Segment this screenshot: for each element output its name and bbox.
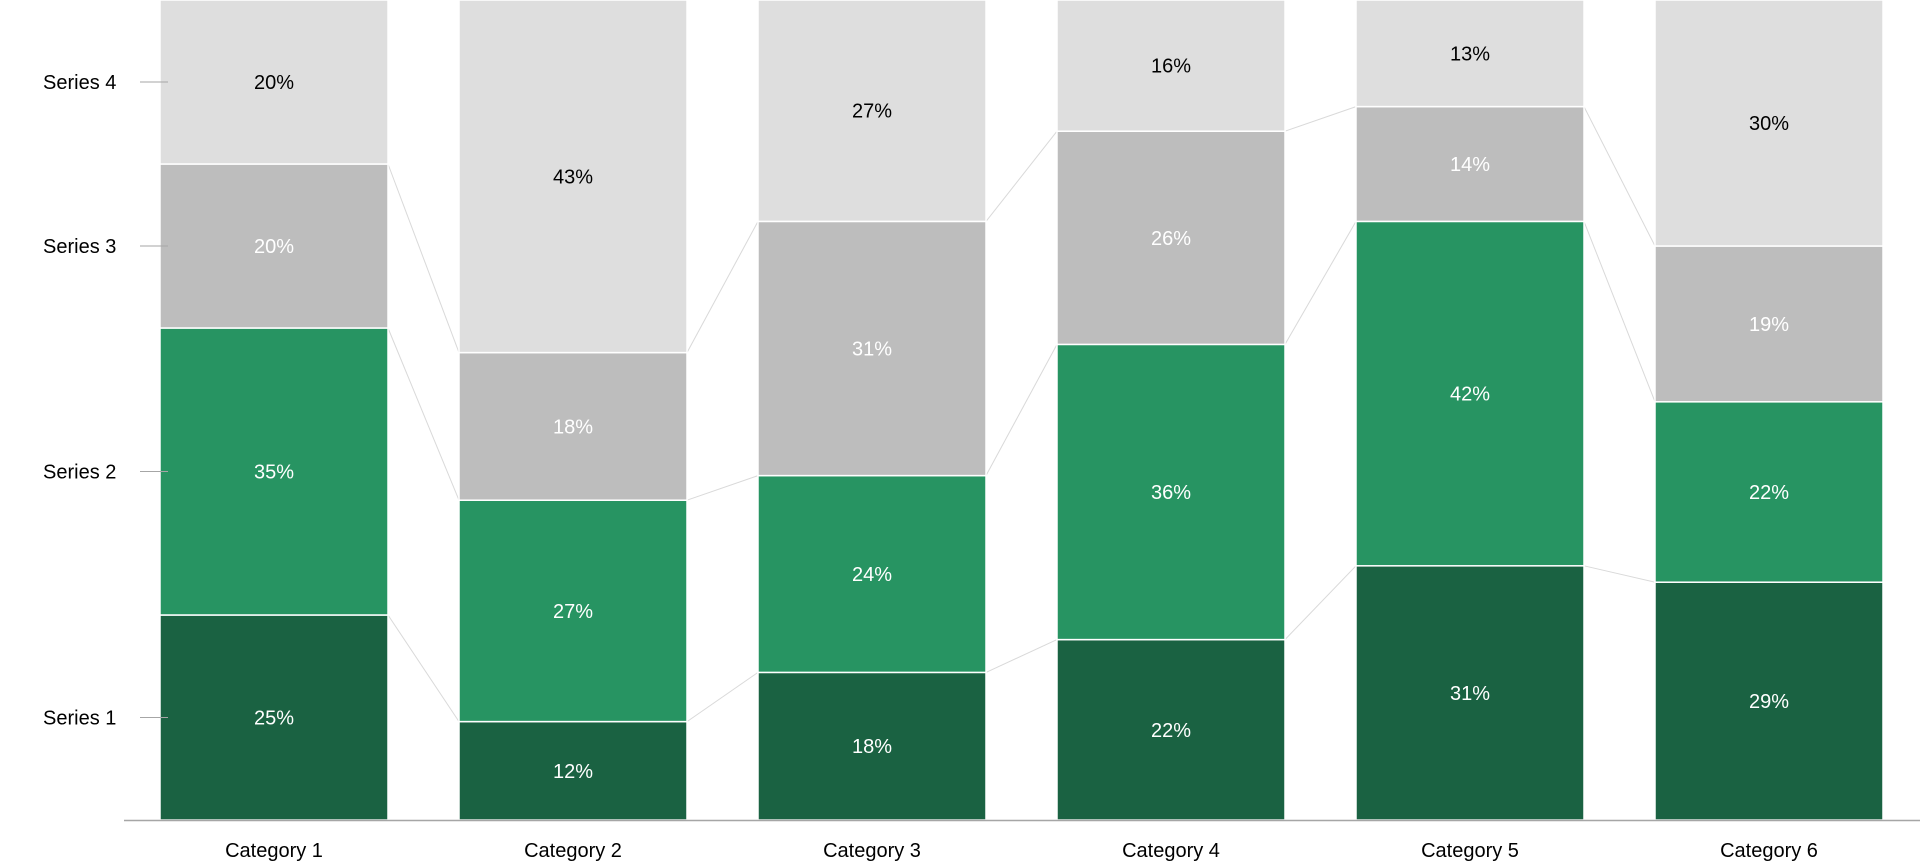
- series-connector-line: [1583, 106, 1656, 247]
- legend-label: Series 1: [43, 708, 116, 730]
- series-connector-line: [985, 639, 1058, 673]
- series-connector-line: [387, 327, 460, 501]
- bar-segment: [159, 327, 389, 616]
- series-connector-lines: [387, 106, 1656, 723]
- data-label: 18%: [553, 416, 593, 438]
- legend-label: Series 3: [43, 236, 116, 258]
- bar-segment: [757, 474, 987, 674]
- bar-segment: [757, 671, 987, 821]
- series-connector-line: [686, 671, 759, 723]
- x-tick-label: Category 2: [524, 840, 622, 862]
- series-connector-line: [686, 475, 759, 501]
- data-label: 31%: [1450, 683, 1490, 705]
- bar-segment: [757, 220, 987, 477]
- data-label: 29%: [1749, 691, 1789, 713]
- bar-segment: [1654, 245, 1884, 403]
- bar-segment: [1056, 130, 1286, 346]
- data-label: 27%: [852, 101, 892, 123]
- bar-segment: [458, 0, 688, 354]
- bar-segments: [159, 0, 1884, 821]
- data-label: 14%: [1450, 154, 1490, 176]
- data-label: 30%: [1749, 113, 1789, 135]
- data-labels: 25% 35% 20% 20% 12% 27% 18% 43% 18% 24% 31% 27% 22% 3…: [254, 43, 1789, 783]
- x-axis: Category 1 Category 2 Category 3 Category 4…: [124, 819, 1920, 862]
- series-connector-line: [985, 344, 1058, 476]
- x-tick-label: Category 6: [1720, 840, 1818, 862]
- bar-segment: [1355, 0, 1585, 108]
- data-label: 20%: [254, 72, 294, 94]
- data-label: 31%: [852, 339, 892, 361]
- data-label: 35%: [254, 462, 294, 484]
- bar-segment: [1355, 105, 1585, 223]
- bar-segment: [458, 499, 688, 723]
- bar-segment: [1355, 220, 1585, 567]
- data-label: 26%: [1151, 228, 1191, 250]
- series-connector-line: [387, 163, 460, 353]
- x-tick-label: Category 4: [1122, 840, 1220, 862]
- data-label: 20%: [254, 236, 294, 258]
- x-tick-label: Category 3: [823, 840, 921, 862]
- series-connector-line: [1583, 565, 1656, 583]
- bar-segment: [458, 720, 688, 821]
- series-connector-line: [1284, 565, 1357, 640]
- bar-segment: [1654, 401, 1884, 583]
- data-label: 18%: [852, 736, 892, 758]
- data-label: 27%: [553, 601, 593, 623]
- data-label: 43%: [553, 166, 593, 188]
- x-tick-label: Category 1: [225, 840, 323, 862]
- series-connector-line: [686, 221, 759, 353]
- bar-segment: [1654, 0, 1884, 247]
- bar-segment: [757, 0, 987, 223]
- series-connector-line: [985, 130, 1058, 222]
- data-label: 22%: [1151, 720, 1191, 742]
- data-label: 24%: [852, 564, 892, 586]
- x-tick-label: Category 5: [1421, 840, 1519, 862]
- bar-segment: [1355, 565, 1585, 821]
- data-label: 42%: [1450, 384, 1490, 406]
- bar-segment: [159, 0, 389, 165]
- bar-segment: [1056, 343, 1286, 641]
- data-label: 19%: [1749, 314, 1789, 336]
- series-connector-line: [1284, 106, 1357, 132]
- series-legend: Series 1 Series 2 Series 3 Series 4: [43, 72, 168, 730]
- bar-segment: [458, 351, 688, 501]
- bar-segment: [159, 163, 389, 329]
- data-label: 13%: [1450, 43, 1490, 65]
- data-label: 12%: [553, 761, 593, 783]
- data-label: 36%: [1151, 482, 1191, 504]
- series-connector-line: [387, 614, 460, 722]
- bar-segment: [1056, 0, 1286, 132]
- data-label: 22%: [1749, 482, 1789, 504]
- data-label: 25%: [254, 708, 294, 730]
- bar-segment: [159, 614, 389, 821]
- data-label: 16%: [1151, 56, 1191, 78]
- series-connector-line: [1284, 221, 1357, 345]
- legend-label: Series 4: [43, 72, 116, 94]
- bar-segment: [1654, 581, 1884, 821]
- series-connector-line: [1583, 221, 1656, 402]
- legend-label: Series 2: [43, 462, 116, 484]
